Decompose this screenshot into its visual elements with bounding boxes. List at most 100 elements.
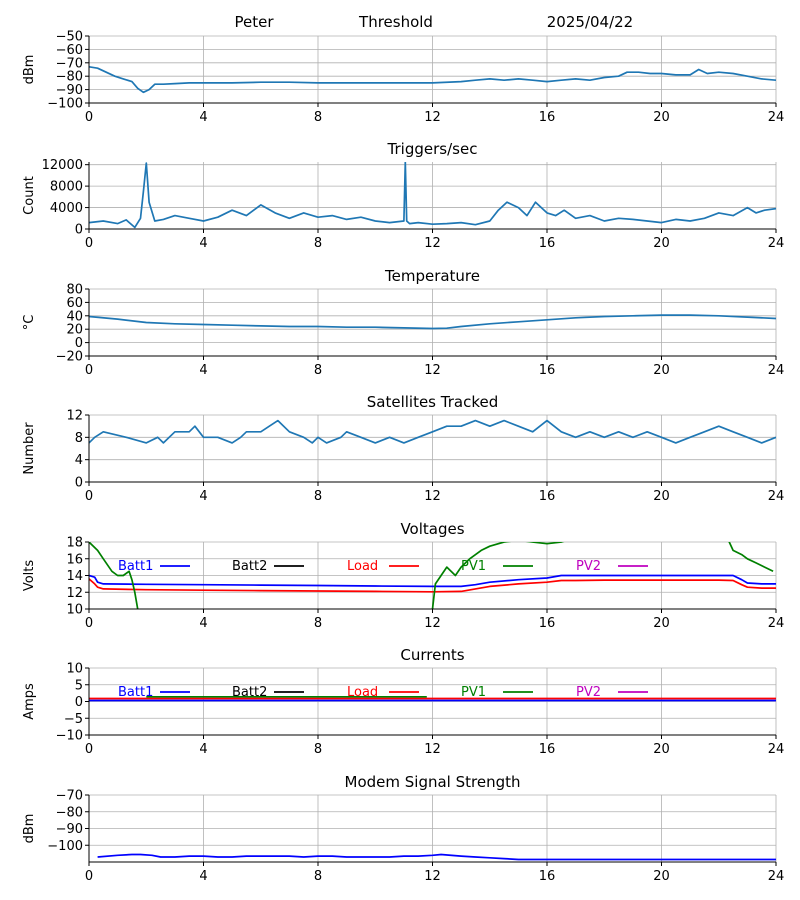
x-tick-label: 8 xyxy=(314,363,322,378)
x-tick-label: 16 xyxy=(539,110,556,125)
x-tick-label: 12 xyxy=(424,110,441,125)
x-tick-label: 24 xyxy=(768,616,785,631)
y-tick-label: 10 xyxy=(66,603,83,618)
y-axis-label: Number xyxy=(22,422,37,475)
legend-label: PV1 xyxy=(461,559,486,574)
x-tick-label: 12 xyxy=(424,363,441,378)
x-tick-label: 8 xyxy=(314,489,322,504)
y-tick-label: −100 xyxy=(47,839,83,854)
x-tick-label: 4 xyxy=(199,110,207,125)
y-tick-label: 5 xyxy=(75,678,83,693)
legend-label: PV2 xyxy=(576,559,601,574)
y-tick-label: 4 xyxy=(75,453,83,468)
y-tick-label: −80 xyxy=(56,805,83,820)
chart-threshold: 0 4 8 12 16 20 24 −100−90−80−70−60−50 dBm xyxy=(22,30,784,126)
legend-item-pv2: PV2 xyxy=(576,559,648,574)
y-tick-label: −80 xyxy=(56,70,83,85)
y-tick-label: −5 xyxy=(64,712,83,727)
series-line-0 xyxy=(89,419,776,444)
legend-item-batt1: Batt1 xyxy=(118,685,190,700)
series-line-0 xyxy=(89,162,776,229)
x-tick-label: 24 xyxy=(768,110,785,125)
legend-label: Load xyxy=(347,685,378,700)
x-tick-label: 0 xyxy=(85,616,93,631)
legend-label: Batt2 xyxy=(232,685,267,700)
chart-modem: 0 4 8 12 16 20 24 −100 −90 −80−70 Modem Signal Str… xyxy=(22,773,784,884)
y-tick-label: 12 xyxy=(66,409,83,424)
series-line-pv1 xyxy=(89,542,139,609)
chart-satellites: 0 4 8 12 16 20 24 0 4 8 12 Satellites Tracked Number xyxy=(22,393,784,504)
y-tick-label: −50 xyxy=(56,30,83,45)
y-tick-label: −70 xyxy=(56,789,83,804)
y-tick-label: −90 xyxy=(56,822,83,837)
x-tick-label: 16 xyxy=(539,616,556,631)
legend-item-pv2: PV2 xyxy=(576,685,648,700)
y-tick-label: 14 xyxy=(66,569,83,584)
y-axis-label: Volts xyxy=(22,560,37,592)
x-tick-label: 20 xyxy=(653,363,670,378)
y-tick-label: 12 xyxy=(66,586,83,601)
x-tick-label: 12 xyxy=(424,489,441,504)
y-tick-label: −100 xyxy=(47,97,83,112)
series-line-0 xyxy=(97,853,776,861)
chart-title: Triggers/sec xyxy=(387,140,478,158)
legend-item-pv1: PV1 xyxy=(461,559,533,574)
x-tick-label: 12 xyxy=(424,616,441,631)
y-tick-label: 8000 xyxy=(50,180,83,195)
legend-item-load: Load xyxy=(347,559,419,574)
x-tick-label: 16 xyxy=(539,489,556,504)
series-line-pv1c xyxy=(728,542,774,573)
x-tick-label: 0 xyxy=(85,489,93,504)
x-tick-label: 20 xyxy=(653,489,670,504)
x-tick-label: 16 xyxy=(539,869,556,884)
y-tick-label: 80 xyxy=(66,283,83,298)
x-tick-label: 8 xyxy=(314,110,322,125)
y-tick-label: 0 xyxy=(75,223,83,238)
x-tick-label: 0 xyxy=(85,742,93,757)
legend-item-batt2: Batt2 xyxy=(232,685,304,700)
y-tick-label: −10 xyxy=(56,729,83,744)
y-tick-label: 4000 xyxy=(50,201,83,216)
legend-label: Batt1 xyxy=(118,559,153,574)
x-tick-label: 24 xyxy=(768,363,785,378)
x-tick-label: 4 xyxy=(199,869,207,884)
x-tick-label: 0 xyxy=(85,363,93,378)
x-tick-label: 8 xyxy=(314,742,322,757)
x-tick-label: 4 xyxy=(199,363,207,378)
y-tick-label: 16 xyxy=(66,552,83,567)
series-line-0 xyxy=(89,314,776,330)
x-tick-label: 4 xyxy=(199,742,207,757)
x-tick-label: 20 xyxy=(653,236,670,251)
y-tick-label: −90 xyxy=(56,83,83,98)
legend-label: Batt1 xyxy=(118,685,153,700)
y-tick-label: 40 xyxy=(66,309,83,324)
y-axis-label: °C xyxy=(22,315,37,331)
series-line-0 xyxy=(89,65,776,94)
header-label: Threshold xyxy=(358,13,433,31)
chart-triggers: 0 4 8 12 16 20 24 0 4000 8000 12000 Triggers/sec Cou… xyxy=(22,140,784,251)
x-tick-label: 0 xyxy=(85,110,93,125)
y-axis-label: Amps xyxy=(22,683,37,720)
chart-title: Voltages xyxy=(400,520,464,538)
y-tick-label: −70 xyxy=(56,56,83,71)
series-line-pv1b xyxy=(431,542,565,609)
x-tick-label: 8 xyxy=(314,236,322,251)
y-axis-label: dBm xyxy=(22,55,37,85)
legend-item-batt2: Batt2 xyxy=(232,559,304,574)
x-tick-label: 20 xyxy=(653,616,670,631)
legend-item-batt1: Batt1 xyxy=(118,559,190,574)
y-axis-label: Count xyxy=(22,176,37,215)
x-tick-label: 8 xyxy=(314,869,322,884)
y-tick-label: −60 xyxy=(56,43,83,58)
header-name: Peter xyxy=(234,13,274,31)
x-tick-label: 24 xyxy=(768,742,785,757)
series-line-load xyxy=(89,578,776,593)
x-tick-label: 16 xyxy=(539,742,556,757)
y-tick-label: −20 xyxy=(56,350,83,365)
x-tick-label: 12 xyxy=(424,869,441,884)
chart-title: Currents xyxy=(400,646,464,664)
x-tick-label: 0 xyxy=(85,236,93,251)
legend-label: Load xyxy=(347,559,378,574)
